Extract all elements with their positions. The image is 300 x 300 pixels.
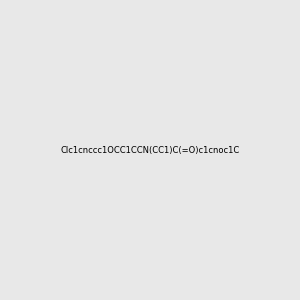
Text: Clc1cnccc1OCC1CCN(CC1)C(=O)c1cnoc1C: Clc1cnccc1OCC1CCN(CC1)C(=O)c1cnoc1C bbox=[60, 146, 240, 154]
